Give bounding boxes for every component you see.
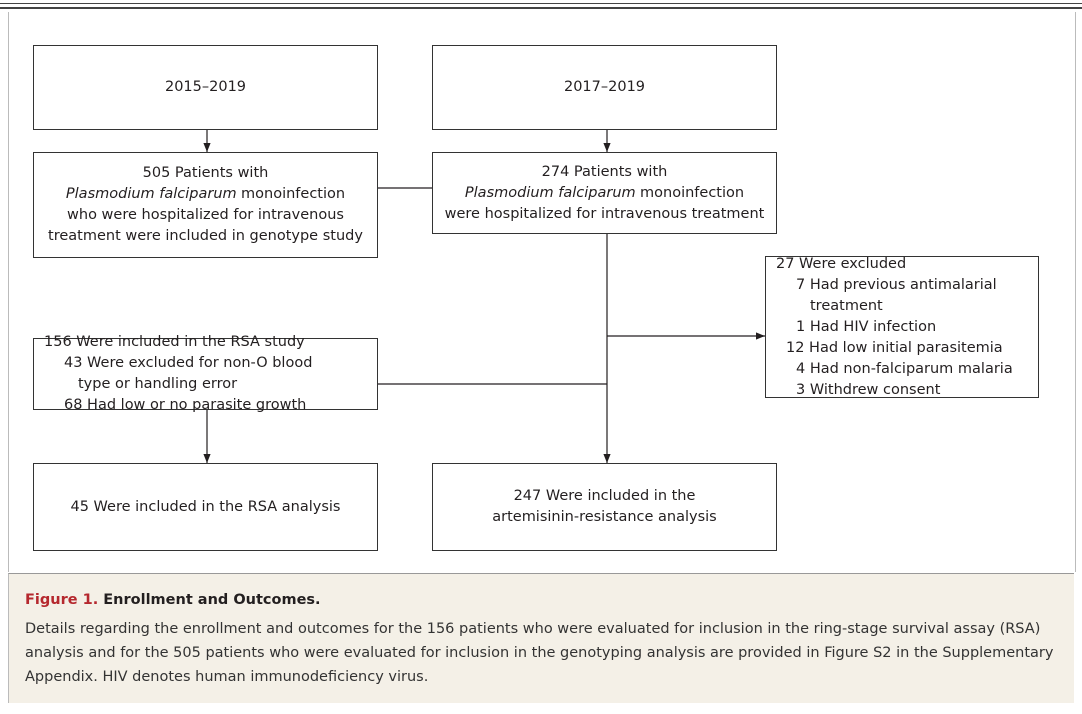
node-text: 45 Were included in the RSA analysis [70,498,341,515]
node-text: treatment [810,297,883,314]
node-text: 27 Were excluded [776,255,907,272]
node-text: 274 Patients with [541,163,668,180]
node-text: 1 Had HIV infection [796,318,937,335]
node-text: 68 Had low or no parasite growth [64,397,307,413]
diagram-panel [8,12,1076,572]
node-line: Plasmodium falciparum monoinfection [66,184,345,205]
caption-title: Enrollment and Outcomes. [103,592,321,608]
node-text: monoinfection [640,184,745,201]
rule [0,7,1082,9]
node-text: 3 Withdrew consent [796,381,941,398]
node: 274 Patients with Plasmodium falciparum m… [432,152,777,234]
node-text: 2017–2019 [563,79,646,95]
node-text: were hospitalized for intravenous treatm… [444,205,765,222]
node-text: artemisinin-resistance analysis [492,509,717,525]
node: 2015–2019 [33,45,378,130]
node-text: 2015–2019 [164,79,247,95]
node: 2017–2019 [432,45,777,130]
node-text: 7 Had previous antimalarial [796,276,997,293]
caption-label: Figure 1. [25,592,99,608]
node-text: 505 Patients with [142,165,269,181]
node-text: 247 Were included in the [513,488,696,504]
node: 247 Were included in the artemisinin-res… [432,463,777,551]
caption-text: Details regarding the enrollment and out… [25,621,1054,685]
node-text: 156 Were included in the RSA study [44,334,305,350]
node-text: Plasmodium falciparum [464,184,636,201]
node-text: Plasmodium falciparum [65,186,237,202]
node-text: 4 Had non-falciparum malaria [796,360,1013,377]
caption-title-line: Figure 1. Enrollment and Outcomes. [25,588,1058,612]
node: 156 Were included in the RSA study 43 We… [33,334,378,413]
node-text: 43 Were excluded for non-O blood [64,355,313,371]
node: 45 Were included in the RSA analysis [33,463,378,551]
node-text: treatment were included in genotype stud… [48,228,363,244]
node-text: type or handling error [78,376,238,392]
node-text: 12 Had low initial parasitemia [786,339,1003,356]
rule [0,3,1082,4]
node-text: who were hospitalized for intravenous [67,207,344,223]
node-line: Plasmodium falciparum monoinfection [465,183,744,204]
node: 505 Patients with Plasmodium falciparum m… [33,152,378,258]
node-text: monoinfection [241,186,346,202]
node: 27 Were excluded 7 Had previous antimala… [765,256,1039,398]
caption: Figure 1. Enrollment and Outcomes. Detai… [8,573,1074,703]
